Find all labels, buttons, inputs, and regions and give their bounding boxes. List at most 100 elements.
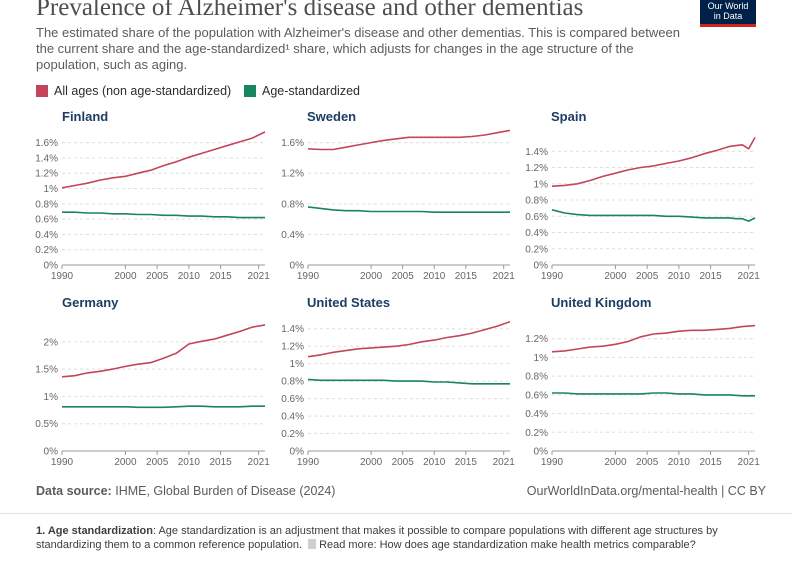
x-tick-label-united-kingdom: 2010 <box>668 457 691 468</box>
series-line-spain-age-standardized[interactable] <box>551 209 756 222</box>
x-tick-label-spain: 2005 <box>636 271 659 282</box>
x-tick-label-united-kingdom: 2015 <box>699 457 722 468</box>
x-tick-label-finland: 2021 <box>248 271 271 282</box>
y-tick-label-sweden: 0% <box>290 261 305 272</box>
owid-logo[interactable]: Our World in Data <box>700 0 756 27</box>
y-tick-label-germany: 0.5% <box>35 419 58 430</box>
x-tick-label-sweden: 1990 <box>297 271 320 282</box>
y-tick-label-united-kingdom: 0% <box>534 447 549 458</box>
series-line-united-kingdom-all-ages-non-age-standardized[interactable] <box>551 324 756 353</box>
panel-title-sweden: Sweden <box>307 109 356 124</box>
y-tick-label-finland: 1% <box>44 184 59 195</box>
y-tick-label-united-states: 0.2% <box>281 429 304 440</box>
logo-line-2: in Data <box>713 11 743 21</box>
legend-item-all-ages[interactable]: All ages (non age-standardized) <box>36 84 231 98</box>
x-tick-label-united-states: 2015 <box>455 457 478 468</box>
x-tick-label-spain: 2021 <box>738 271 761 282</box>
y-tick-label-spain: 0.6% <box>525 212 548 223</box>
series-line-sweden-all-ages-non-age-standardized[interactable] <box>307 129 511 151</box>
data-source-text[interactable]: IHME, Global Burden of Disease (2024) <box>115 484 336 498</box>
y-tick-label-spain: 0.8% <box>525 196 548 207</box>
y-tick-label-united-states: 1.2% <box>281 342 304 353</box>
x-tick-label-finland: 1990 <box>51 271 74 282</box>
series-line-finland-all-ages-non-age-standardized[interactable] <box>61 131 266 189</box>
y-tick-label-spain: 0.4% <box>525 228 548 239</box>
x-tick-label-spain: 2000 <box>604 271 627 282</box>
series-line-united-kingdom-age-standardized[interactable] <box>552 392 755 397</box>
y-tick-label-united-states: 1.4% <box>281 324 304 335</box>
x-tick-label-united-kingdom: 2021 <box>738 457 761 468</box>
x-tick-label-sweden: 2000 <box>360 271 383 282</box>
y-tick-label-germany: 0% <box>44 447 59 458</box>
y-tick-label-sweden: 0.4% <box>281 230 304 241</box>
x-tick-label-united-states: 1990 <box>297 457 320 468</box>
x-tick-label-united-states: 2010 <box>423 457 446 468</box>
y-tick-label-united-kingdom: 0.6% <box>525 390 548 401</box>
x-tick-label-sweden: 2010 <box>423 271 446 282</box>
x-tick-label-united-kingdom: 2005 <box>636 457 659 468</box>
series-line-sweden-age-standardized[interactable] <box>307 206 510 213</box>
x-tick-label-germany: 2015 <box>209 457 232 468</box>
y-tick-label-germany: 2% <box>44 337 59 348</box>
x-tick-label-united-states: 2005 <box>392 457 415 468</box>
footnote: 1. Age standardization: Age standardizat… <box>36 524 736 552</box>
x-tick-label-germany: 2010 <box>178 457 201 468</box>
x-tick-label-finland: 2010 <box>178 271 201 282</box>
x-tick-label-germany: 2021 <box>248 457 271 468</box>
y-tick-label-united-kingdom: 0.4% <box>525 409 548 420</box>
y-tick-label-sweden: 1.2% <box>281 169 304 180</box>
footer-divider <box>0 513 792 514</box>
x-tick-label-germany: 2005 <box>146 457 169 468</box>
chart-subtitle: The estimated share of the population wi… <box>36 25 680 72</box>
y-tick-label-finland: 0% <box>44 261 59 272</box>
y-tick-label-united-states: 0.6% <box>281 394 304 405</box>
legend-label-all-ages: All ages (non age-standardized) <box>54 84 232 98</box>
series-line-germany-all-ages-non-age-standardized[interactable] <box>61 324 266 378</box>
x-tick-label-finland: 2000 <box>114 271 137 282</box>
small-multiples-charts: Finland 0% 0.2% 0.4% 0.6% 0.8% 1% 1.2% 1.4% 1.6% 1… <box>35 109 761 468</box>
y-tick-label-united-states: 0.8% <box>281 377 304 388</box>
y-tick-label-finland: 0.4% <box>35 230 58 241</box>
y-tick-label-spain: 0% <box>534 261 549 272</box>
series-line-spain-all-ages-non-age-standardized[interactable] <box>551 137 756 187</box>
x-tick-label-germany: 1990 <box>51 457 74 468</box>
panel-title-spain: Spain <box>551 109 586 124</box>
legend-item-age-standardized[interactable]: Age-standardized <box>244 84 360 98</box>
y-tick-label-sweden: 0.8% <box>281 199 304 210</box>
chart-title: Prevalence of Alzheimer's disease and ot… <box>36 0 584 21</box>
series-line-germany-age-standardized[interactable] <box>62 405 265 409</box>
y-tick-label-united-kingdom: 0.2% <box>525 428 548 439</box>
legend-swatch-all-ages <box>36 85 48 97</box>
y-tick-label-united-kingdom: 1% <box>534 353 549 364</box>
y-tick-label-finland: 1.4% <box>35 153 58 164</box>
x-tick-label-united-states: 2021 <box>493 457 516 468</box>
x-tick-label-united-kingdom: 2000 <box>604 457 627 468</box>
y-tick-label-united-states: 0.4% <box>281 412 304 423</box>
panel-title-germany: Germany <box>62 295 119 310</box>
y-tick-label-finland: 0.8% <box>35 199 58 210</box>
source-url[interactable]: OurWorldInData.org/mental-health | CC BY <box>526 484 766 498</box>
data-source-label: Data source: <box>36 484 112 498</box>
panel-title-united-states: United States <box>307 295 390 310</box>
footnote-link[interactable]: Read more: How does age standardization … <box>319 539 696 551</box>
y-tick-label-united-states: 1% <box>290 359 305 370</box>
y-tick-label-finland: 0.6% <box>35 215 58 226</box>
data-source: Data source: IHME, Global Burden of Dise… <box>36 484 335 498</box>
y-tick-label-finland: 1.2% <box>35 169 58 180</box>
series-line-united-states-all-ages-non-age-standardized[interactable] <box>307 320 511 358</box>
series-line-finland-age-standardized[interactable] <box>62 211 265 219</box>
x-tick-label-sweden: 2021 <box>493 271 516 282</box>
y-tick-label-germany: 1.5% <box>35 365 58 376</box>
y-tick-label-finland: 0.2% <box>35 245 58 256</box>
y-tick-label-spain: 1.4% <box>525 147 548 158</box>
y-tick-label-spain: 0.2% <box>525 244 548 255</box>
x-tick-label-finland: 2015 <box>209 271 232 282</box>
x-tick-label-spain: 1990 <box>541 271 564 282</box>
x-tick-label-united-states: 2000 <box>360 457 383 468</box>
series-line-united-states-age-standardized[interactable] <box>307 378 510 385</box>
x-tick-label-germany: 2000 <box>114 457 137 468</box>
document-icon <box>308 539 317 549</box>
y-tick-label-united-kingdom: 0.8% <box>525 372 548 383</box>
legend-label-age-standardized: Age-standardized <box>262 84 360 98</box>
x-tick-label-finland: 2005 <box>146 271 169 282</box>
